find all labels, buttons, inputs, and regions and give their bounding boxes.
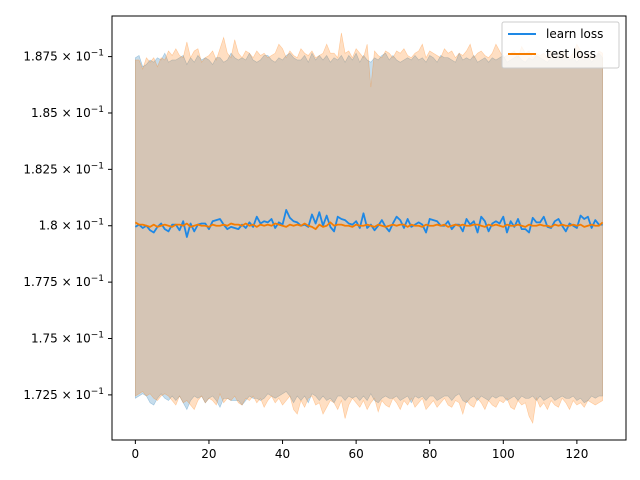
x-tick-label: 60	[348, 447, 363, 461]
series-lines	[134, 209, 604, 238]
x-tick-label: 40	[275, 447, 290, 461]
band-learn-loss	[135, 52, 603, 411]
y-tick-label: 1.8 × 10−1	[39, 218, 104, 233]
y-axis: 1.725 × 10−1 1.75 × 10−1 1.775 × 10−1 1.8 ×…	[23, 49, 112, 402]
x-tick-label: 100	[492, 447, 515, 461]
line-learn-loss	[134, 209, 603, 238]
x-tick-label: 120	[565, 447, 588, 461]
x-tick-label: 80	[422, 447, 437, 461]
legend-label-test-loss: test loss	[546, 47, 596, 61]
legend-label-learn-loss: learn loss	[546, 27, 603, 41]
y-tick-label: 1.725 × 10−1	[23, 387, 104, 402]
legend: learn loss test loss	[501, 21, 620, 69]
y-tick-label: 1.85 × 10−1	[31, 105, 104, 120]
line-test-loss	[134, 221, 604, 231]
confidence-bands	[135, 32, 603, 425]
band-test-loss	[135, 32, 603, 425]
plot-frame	[111, 15, 627, 441]
y-tick-label: 1.75 × 10−1	[31, 331, 104, 346]
x-axis: 0 20 40 60 80 100 120	[132, 440, 588, 461]
y-tick-label: 1.875 × 10−1	[23, 49, 104, 64]
y-tick-label: 1.775 × 10−1	[23, 274, 104, 289]
x-tick-label: 20	[201, 447, 216, 461]
y-tick-label: 1.825 × 10−1	[23, 161, 104, 176]
x-tick-label: 0	[132, 447, 140, 461]
